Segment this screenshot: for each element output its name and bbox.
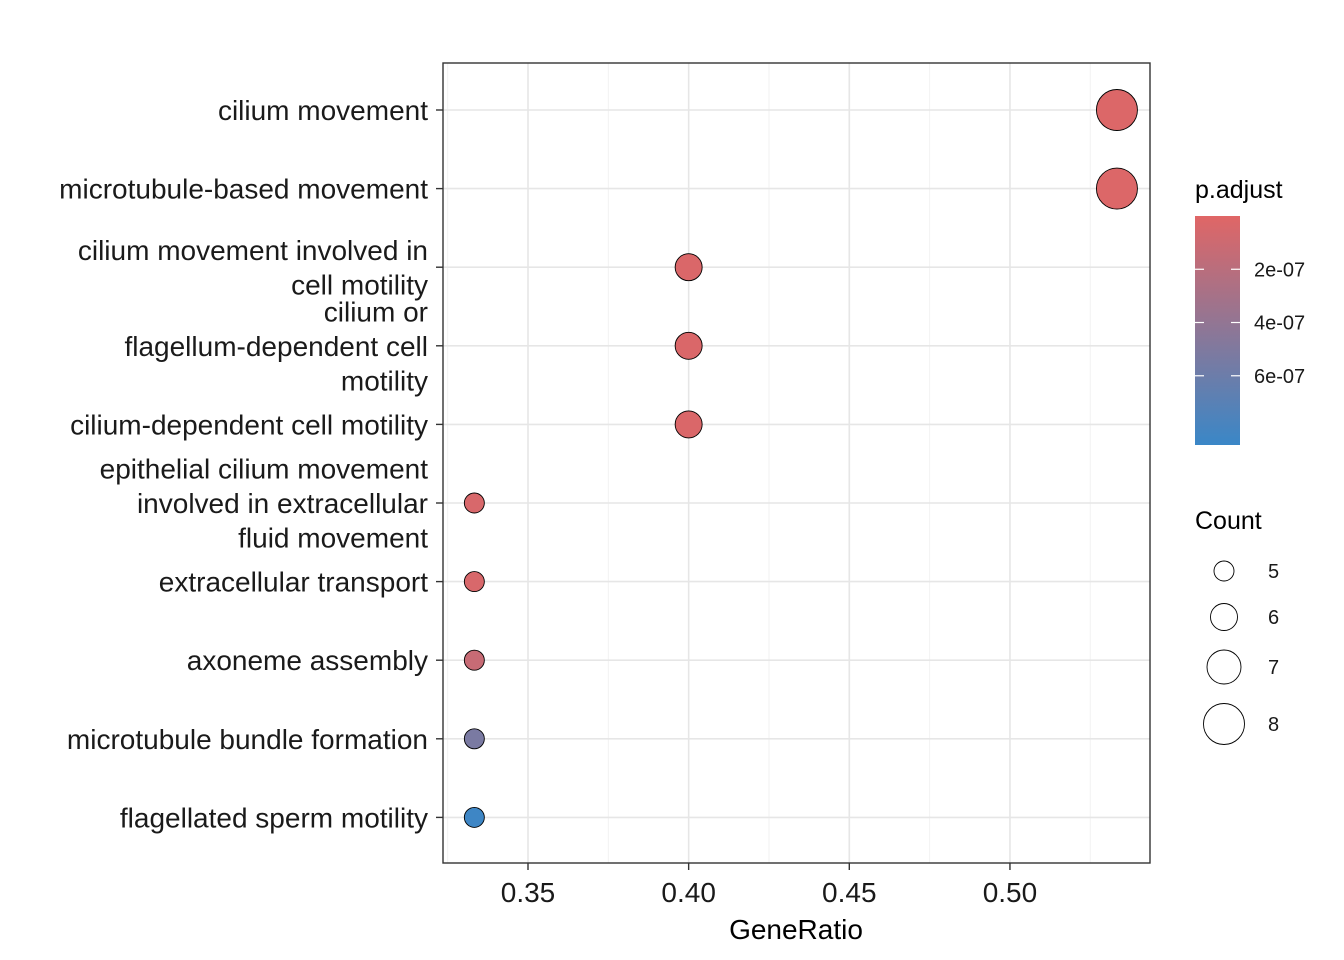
- grid: [443, 63, 1150, 863]
- x-tick-label: 0.50: [983, 877, 1038, 908]
- data-point: [463, 649, 485, 671]
- y-tick-label: cell motility: [291, 269, 428, 300]
- color-legend-label: 6e-07: [1254, 366, 1305, 388]
- size-legend-label: 5: [1268, 561, 1279, 583]
- size-legend-label: 7: [1268, 657, 1279, 679]
- x-tick-label: 0.40: [661, 877, 716, 908]
- y-tick-label: motility: [341, 365, 428, 396]
- y-tick-label: flagellum-dependent cell: [124, 331, 428, 362]
- plot-panel-border: [442, 62, 1151, 864]
- y-tick-label: microtubule-based movement: [59, 174, 428, 205]
- data-point: [674, 410, 703, 439]
- data-point: [463, 728, 485, 750]
- size-legend: Count 5 6 7 8: [1195, 507, 1279, 745]
- y-tick-label: microtubule bundle formation: [67, 724, 428, 755]
- x-tick-label: 0.35: [501, 877, 556, 908]
- size-legend-key: [1203, 703, 1245, 745]
- color-legend-label: 2e-07: [1254, 259, 1305, 281]
- color-legend: p.adjust 2e-07 4e-07 6e-07: [1195, 176, 1305, 445]
- color-legend-title: p.adjust: [1195, 176, 1283, 204]
- y-tick-label: fluid movement: [238, 523, 428, 554]
- data-point: [674, 331, 703, 360]
- size-legend-key: [1210, 603, 1238, 631]
- data-point: [1095, 89, 1138, 131]
- size-legend-key: [1213, 560, 1235, 582]
- data-point: [463, 571, 485, 593]
- size-legend-label: 8: [1268, 714, 1279, 736]
- y-tick-label: cilium movement: [218, 95, 428, 126]
- size-legend-key: [1206, 649, 1242, 685]
- y-tick-label: extracellular transport: [159, 567, 428, 598]
- size-legend-title: Count: [1195, 507, 1262, 535]
- y-tick-label: involved in extracellular: [137, 488, 428, 519]
- data-point: [463, 806, 485, 828]
- data-points: [463, 89, 1138, 828]
- x-tick-label: 0.45: [822, 877, 877, 908]
- y-tick-label: cilium movement involved in: [78, 235, 428, 266]
- y-tick-label: cilium or: [324, 296, 428, 327]
- y-axis-labels: cilium movement microtubule-based movemen…: [59, 95, 443, 833]
- y-tick-label: epithelial cilium movement: [100, 454, 429, 485]
- data-point: [674, 253, 703, 282]
- y-tick-label: axoneme assembly: [187, 645, 428, 676]
- color-legend-bar: [1195, 216, 1240, 445]
- x-axis: 0.35 0.40 0.45 0.50: [501, 863, 1037, 908]
- data-point: [1095, 167, 1138, 210]
- color-legend-label: 4e-07: [1254, 313, 1305, 335]
- y-tick-label: cilium-dependent cell motility: [70, 409, 428, 440]
- data-point: [463, 492, 485, 514]
- y-tick-label: flagellated sperm motility: [120, 802, 428, 833]
- x-axis-title: GeneRatio: [729, 914, 863, 945]
- size-legend-label: 6: [1268, 607, 1279, 629]
